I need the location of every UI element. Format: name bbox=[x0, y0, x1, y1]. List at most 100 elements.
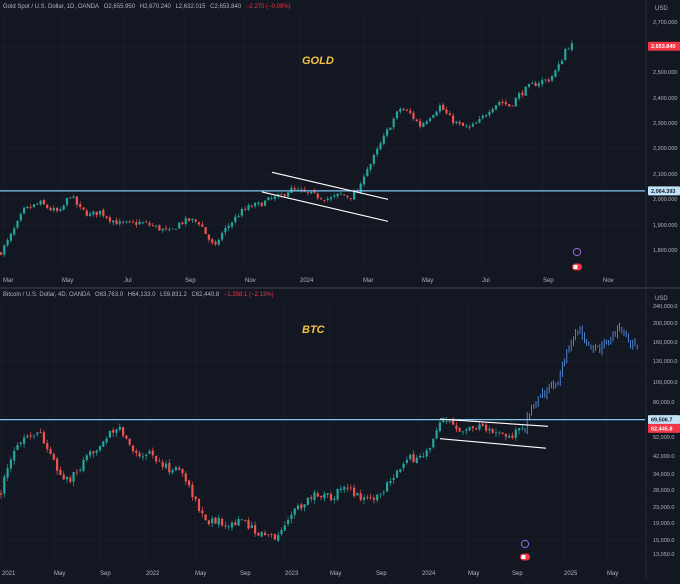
candle bbox=[112, 220, 115, 223]
candle bbox=[250, 525, 253, 528]
x-tick-label: Nov bbox=[245, 278, 256, 284]
candle bbox=[237, 519, 240, 526]
candle bbox=[379, 493, 382, 495]
y-tick-label: 1,900.000 bbox=[653, 223, 677, 229]
price-tag-label: 62,445.8 bbox=[651, 426, 672, 432]
candle bbox=[306, 497, 309, 505]
candle bbox=[75, 471, 78, 473]
candle bbox=[445, 109, 448, 114]
x-tick-label: May bbox=[62, 278, 73, 284]
candle bbox=[214, 242, 217, 245]
candle bbox=[214, 517, 217, 524]
candle bbox=[504, 434, 507, 437]
price-tag bbox=[648, 41, 680, 51]
candle bbox=[270, 198, 273, 199]
candle bbox=[244, 209, 247, 210]
candle bbox=[296, 505, 300, 510]
candle bbox=[224, 525, 227, 527]
x-tick-label: Sep bbox=[185, 278, 196, 284]
candle bbox=[23, 207, 26, 214]
candle bbox=[300, 504, 303, 509]
y-tick-label: 130,000.0 bbox=[653, 359, 677, 365]
x-tick-label: May bbox=[422, 278, 433, 284]
candle bbox=[39, 432, 42, 433]
candle bbox=[491, 109, 494, 113]
candle bbox=[508, 104, 511, 107]
price-tag bbox=[648, 186, 680, 196]
candle bbox=[405, 459, 408, 463]
candle bbox=[145, 221, 148, 223]
candle bbox=[313, 492, 316, 501]
price-tag-label: 2,653.840 bbox=[651, 44, 675, 50]
candle bbox=[257, 202, 260, 204]
candle bbox=[518, 93, 521, 99]
candle bbox=[141, 222, 144, 224]
candle bbox=[458, 427, 461, 432]
candle bbox=[207, 234, 210, 240]
candle bbox=[155, 225, 158, 227]
x-tick-label: May bbox=[54, 571, 65, 577]
candle bbox=[293, 188, 296, 190]
candle bbox=[62, 205, 65, 210]
candle bbox=[300, 189, 303, 191]
candle bbox=[19, 442, 22, 445]
candle bbox=[438, 105, 441, 112]
candle bbox=[227, 526, 230, 528]
candle bbox=[296, 189, 300, 191]
candle bbox=[95, 211, 98, 216]
gold-symbol[interactable]: Gold Spot / U.S. Dollar, 1D, OANDA bbox=[3, 4, 100, 10]
candle bbox=[118, 426, 121, 430]
candle bbox=[527, 84, 531, 87]
candle bbox=[188, 480, 191, 486]
candle bbox=[65, 198, 69, 205]
candle bbox=[343, 194, 346, 196]
candle bbox=[174, 229, 177, 230]
candle bbox=[306, 192, 309, 194]
candle bbox=[191, 484, 194, 498]
candle bbox=[366, 497, 369, 499]
candle bbox=[148, 451, 151, 454]
candle bbox=[303, 504, 306, 508]
candle bbox=[379, 143, 382, 150]
candle bbox=[402, 463, 405, 468]
x-tick-label: May bbox=[195, 571, 206, 577]
candle bbox=[92, 211, 95, 215]
candle bbox=[105, 216, 108, 218]
y-tick-label: 19,000.0 bbox=[653, 521, 674, 527]
candle bbox=[221, 233, 224, 240]
candle bbox=[455, 121, 458, 123]
candle bbox=[428, 118, 432, 121]
candle bbox=[498, 431, 501, 433]
event-icon-earnings bbox=[572, 247, 582, 257]
y-tick-label: 34,000.0 bbox=[653, 472, 674, 478]
candle bbox=[386, 129, 389, 136]
candle bbox=[52, 208, 55, 211]
candle bbox=[366, 169, 369, 176]
candle bbox=[541, 80, 544, 84]
candle bbox=[455, 425, 458, 430]
candle bbox=[16, 220, 19, 228]
candle bbox=[267, 534, 270, 536]
candle bbox=[343, 487, 346, 490]
btc-symbol[interactable]: Bitcoin / U.S. Dollar, 4D, OANDA bbox=[3, 292, 91, 298]
candle bbox=[435, 430, 438, 439]
candle bbox=[494, 105, 498, 110]
candle bbox=[250, 205, 253, 207]
candle bbox=[283, 525, 286, 531]
candle bbox=[349, 197, 352, 199]
x-tick-label: Nov bbox=[603, 278, 614, 284]
x-tick-label: Sep bbox=[100, 571, 111, 577]
candle bbox=[102, 209, 105, 216]
candle bbox=[29, 207, 32, 208]
candle bbox=[178, 222, 181, 229]
candle bbox=[415, 457, 418, 464]
candle bbox=[161, 462, 164, 467]
channel-line bbox=[261, 191, 389, 222]
candle bbox=[39, 200, 42, 205]
candle bbox=[72, 472, 75, 482]
candle bbox=[570, 43, 573, 50]
candle bbox=[62, 474, 65, 480]
y-tick-label: 2,200.000 bbox=[653, 146, 677, 152]
candle bbox=[95, 450, 98, 453]
candle bbox=[498, 102, 501, 105]
